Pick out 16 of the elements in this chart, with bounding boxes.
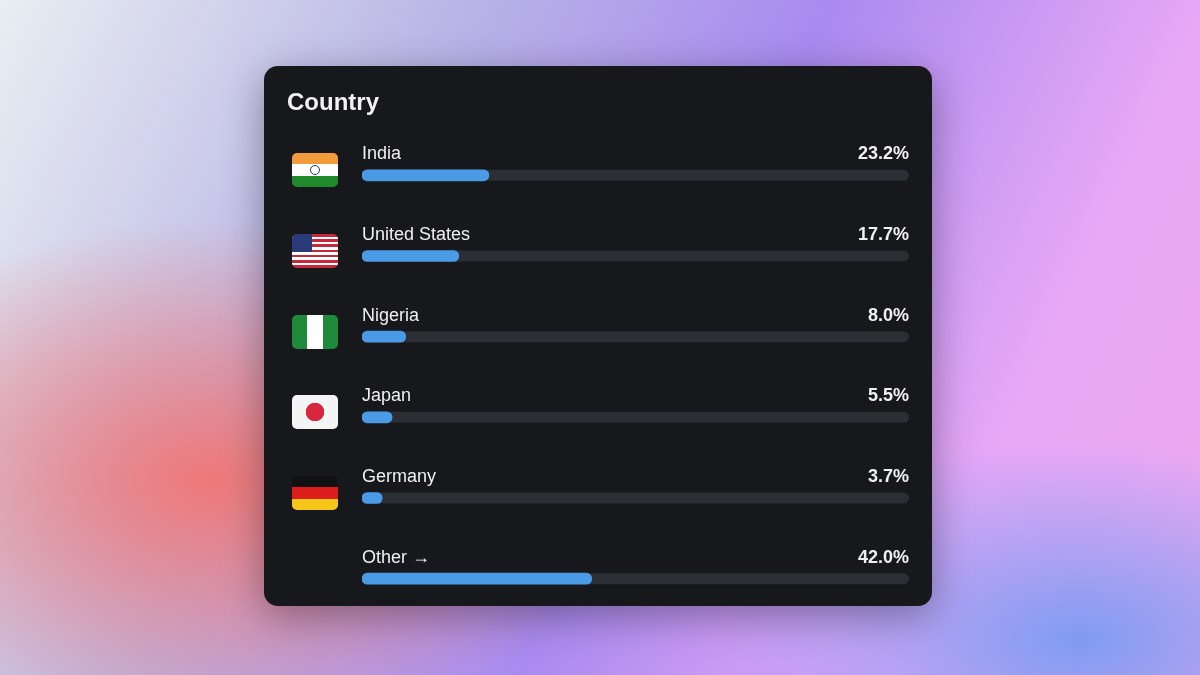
y-tick-label: India <box>362 143 403 164</box>
data-label: 17.7% <box>857 224 909 244</box>
y-tick-label: United States <box>362 224 471 244</box>
bar <box>362 330 407 343</box>
data-label: 42.0% <box>857 546 909 567</box>
data-label: 23.2% <box>857 143 909 164</box>
data-label: 3.7% <box>867 466 909 486</box>
chart-title: Country <box>287 88 379 116</box>
y-tick-label: Nigeria <box>362 304 421 325</box>
bar <box>362 250 460 262</box>
bar <box>362 169 490 182</box>
y-tick-label: Japan <box>362 385 412 406</box>
data-label: 5.5% <box>867 385 909 406</box>
y-tick-label: Germany <box>362 466 437 486</box>
y-tick-label: Other → <box>362 546 431 567</box>
data-label: 8.0% <box>867 304 909 325</box>
